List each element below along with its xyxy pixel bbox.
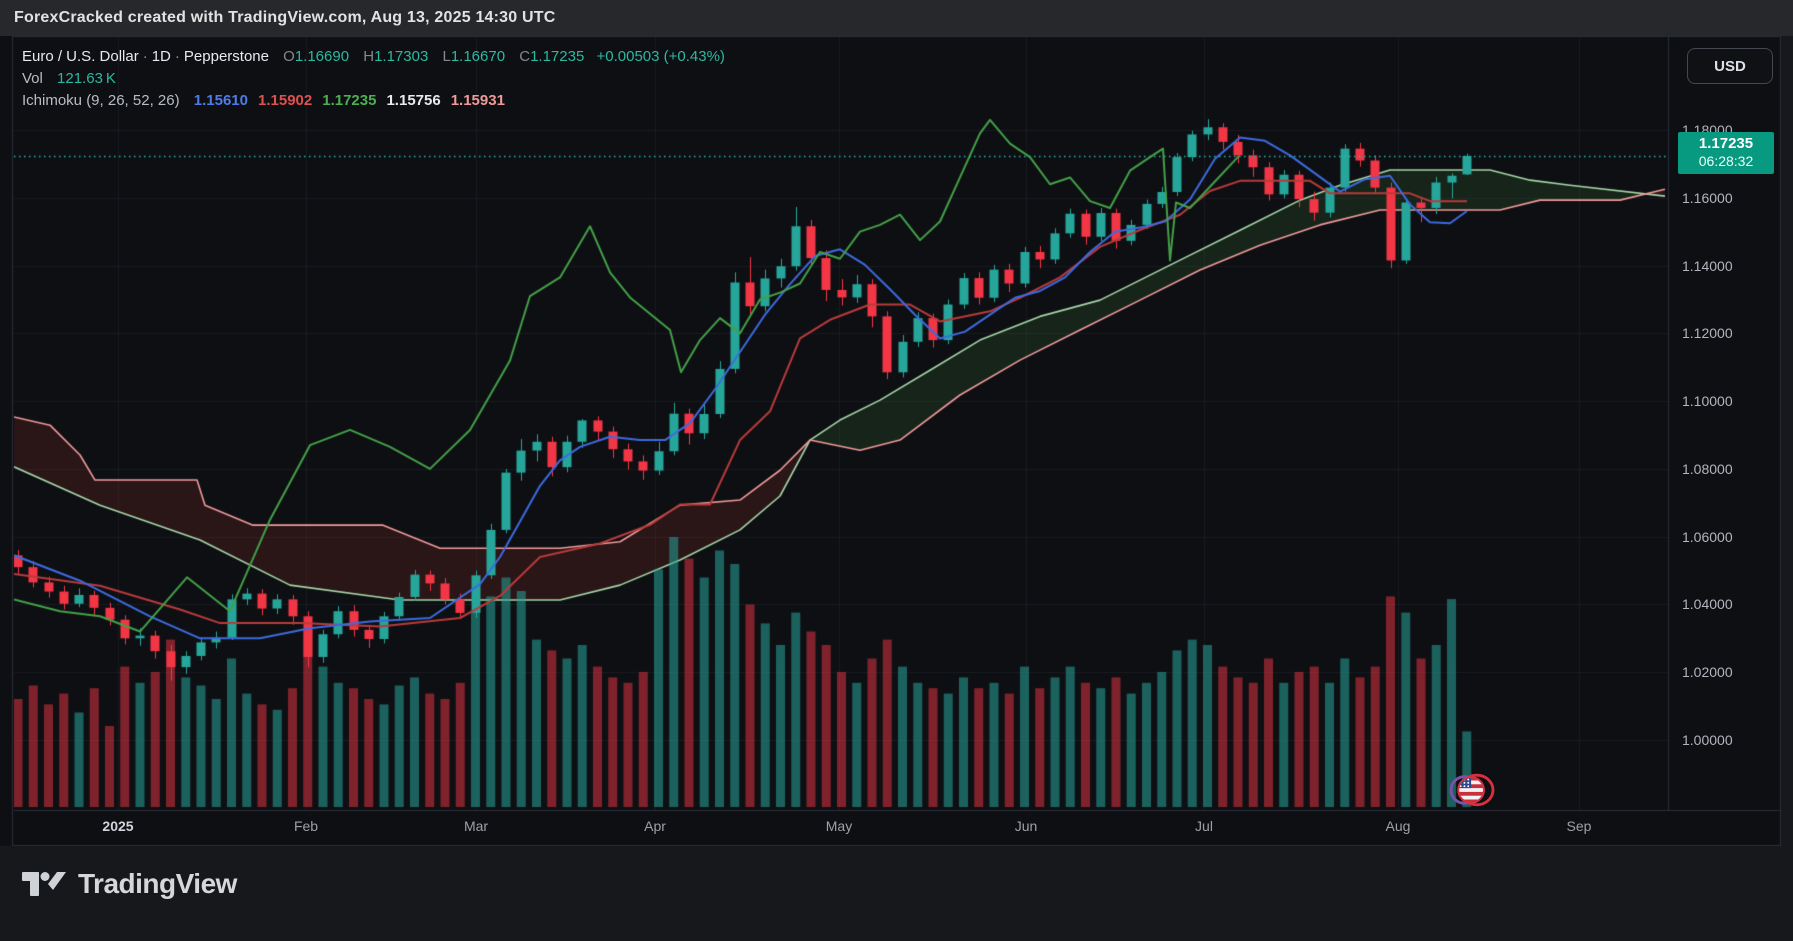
volume-legend-row[interactable]: Vol 121.63 K (22, 68, 725, 90)
interval-label: 1D (151, 48, 171, 65)
price-axis[interactable]: 1.17235 06:28:32 1.18000 1.16000 1.14000 1.… (1668, 36, 1780, 810)
change-value: +0.00503 (+0.43%) (596, 48, 725, 65)
open-value: 1.16690 (294, 48, 350, 65)
price-tick-label: 1.12000 (1682, 325, 1733, 342)
attribution-text: ForexCracked created with TradingView.co… (14, 9, 556, 26)
time-tick-month: Sep (1566, 818, 1592, 834)
ichimoku-label: Ichimoku (9, 26, 52, 26) (22, 92, 180, 109)
price-tick-label: 1.10000 (1682, 393, 1733, 410)
ichimoku-value: 1.15902 (258, 92, 313, 109)
ichimoku-value: 1.15610 (193, 92, 248, 109)
time-tick-month: Jul (1195, 818, 1213, 834)
exchange-label: Pepperstone (183, 48, 269, 65)
tradingview-logo-text: TradingView (78, 868, 237, 899)
currency-toggle-button[interactable]: USD (1687, 48, 1773, 84)
symbol-title: Euro / U.S. Dollar (22, 48, 139, 65)
symbol-legend-row[interactable]: Euro / U.S. Dollar · 1D · Pepperstone O1.166… (22, 46, 725, 68)
price-tick-label: 1.06000 (1682, 528, 1733, 545)
footer: TradingView (0, 846, 1793, 941)
low-letter: L (442, 48, 451, 65)
volume-label: Vol (22, 70, 43, 87)
price-tick-label: 1.16000 (1682, 189, 1733, 206)
ichimoku-legend-row[interactable]: Ichimoku (9, 26, 52, 26) 1.15610 1.15902 1… (22, 90, 725, 112)
ichimoku-values: 1.15610 1.15902 1.17235 1.15756 1.15931 (184, 92, 505, 109)
time-axis[interactable]: 2025 Feb Mar Apr May Jun Jul Aug Sep (0, 810, 1780, 846)
ichimoku-value: 1.15756 (386, 92, 441, 109)
time-tick-year: 2025 (102, 818, 134, 834)
tradingview-logo[interactable]: TradingView (22, 866, 237, 902)
high-letter: H (363, 48, 375, 65)
price-tick-label: 1.08000 (1682, 460, 1733, 477)
close-letter: C (519, 48, 531, 65)
chart-legend: Euro / U.S. Dollar · 1D · Pepperstone O1.166… (22, 46, 725, 112)
tradingview-logo-icon (22, 872, 66, 896)
price-tick-label: 1.04000 (1682, 596, 1733, 613)
separator: · (142, 48, 148, 65)
price-tick-label: 1.00000 (1682, 732, 1733, 748)
close-value: 1.17235 (530, 48, 585, 65)
ichimoku-value: 1.15931 (450, 92, 505, 109)
us-flag-event-icon[interactable] (1448, 770, 1498, 810)
low-value: 1.16670 (450, 48, 506, 65)
time-tick-month: May (825, 818, 853, 834)
attribution-bar: ForexCracked created with TradingView.co… (0, 0, 1793, 36)
separator: · (174, 48, 180, 65)
time-tick-month: Apr (644, 818, 666, 834)
time-tick-month: Mar (463, 818, 489, 834)
bar-countdown: 06:28:32 (1698, 152, 1754, 169)
time-tick-month: Jun (1014, 818, 1038, 834)
time-tick-month: Feb (293, 818, 319, 834)
volume-value: 121.63 K (57, 70, 116, 87)
ichimoku-value: 1.17235 (322, 92, 377, 109)
last-price-value: 1.17235 (1698, 134, 1754, 152)
time-tick-month: Aug (1385, 818, 1411, 834)
price-tick-label: 1.02000 (1682, 664, 1733, 681)
last-price-badge: 1.17235 06:28:32 (1678, 131, 1774, 174)
price-tick-label: 1.14000 (1682, 257, 1733, 274)
open-letter: O (283, 48, 295, 65)
high-value: 1.17303 (374, 48, 429, 65)
